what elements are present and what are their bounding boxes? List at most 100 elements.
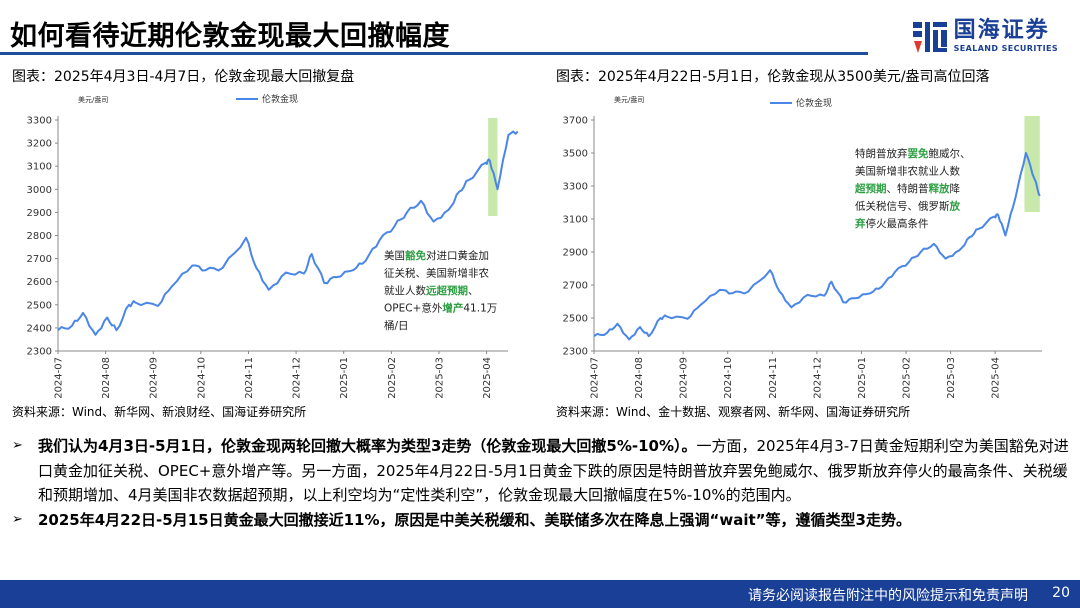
logo-english-name: SEALAND SECURITIES — [953, 44, 1058, 53]
x-tick-label: 2024-08 — [634, 357, 645, 399]
annotation-text: 美国 — [384, 249, 405, 262]
annotation-text: 就业人数 — [384, 284, 426, 297]
y-tick-label: 2500 — [563, 314, 588, 325]
page-number: 20 — [1052, 585, 1070, 601]
gold-price-series-line — [593, 152, 1041, 341]
x-tick-label: 2025-04 — [482, 357, 493, 399]
highlight-band — [1024, 116, 1040, 212]
annotation-highlight-text: 放 — [949, 200, 961, 213]
y-tick-label: 3300 — [563, 182, 588, 193]
annotation-highlight-text: 弃 — [854, 217, 866, 230]
y-tick-label: 2900 — [563, 248, 588, 259]
annotation-text: 、 — [468, 285, 479, 297]
left-figure-source: 资料来源：Wind、新华网、新浪财经、国海证券研究所 — [12, 405, 307, 419]
x-tick-label: 2025-01 — [857, 357, 868, 399]
annotation-highlight-text: 豁免 — [405, 249, 426, 262]
x-tick-label: 2025-02 — [387, 357, 398, 399]
x-tick-label: 2025-04 — [991, 357, 1002, 399]
annotation-line: OPEC+意外增产41.1万 — [384, 302, 497, 315]
annotation-line: 美国豁免对进口黄金加 — [384, 249, 489, 262]
footer-disclaimer: 请务必阅读报告附注中的风险提示和免责声明 — [748, 588, 1028, 604]
bullet-bold-text: 2025年4月22日-5月15日黄金最大回撤接近11%，原因是中美关税缓和、美联… — [38, 510, 911, 529]
event-annotation: 特朗普放弃罢免鲍威尔、美国新增非农就业人数超预期、特朗普释放降低关税信号、俄罗斯… — [854, 147, 971, 230]
right-figure-caption: 图表：2025年4月22日-5月1日，伦敦金现从3500美元/盎司高位回落 — [556, 69, 990, 85]
annotation-line: 就业人数远超预期、 — [384, 284, 479, 297]
annotation-highlight-text: 远超预期 — [426, 284, 468, 297]
left-gold-price-chart: 2300 2400 2500 2600 2700 2800 2900 3000 3100 3200… — [27, 93, 519, 399]
annotation-highlight-text: 超预期 — [854, 182, 887, 195]
y-tick-label: 2300 — [563, 347, 588, 358]
x-tick-label: 2024-12 — [292, 357, 303, 399]
annotation-line: 桶/日 — [384, 319, 409, 332]
x-tick-label: 2024-09 — [149, 357, 160, 399]
y-tick-label: 2300 — [27, 347, 52, 358]
annotation-text: 、特朗普 — [887, 182, 929, 195]
bullet-point: ➢ 2025年4月22日-5月15日黄金最大回撤接近11%，原因是中美关税缓和、… — [12, 508, 1076, 533]
legend-label: 伦敦金现 — [796, 97, 832, 109]
highlight-band — [488, 118, 498, 216]
annotation-highlight-text: 释放 — [929, 182, 950, 195]
x-tick-label: 2025-03 — [434, 357, 445, 399]
annotation-line: 征关税、美国新增非农 — [384, 267, 489, 280]
x-tick-label: 2024-11 — [768, 357, 779, 399]
y-tick-label: 3100 — [27, 162, 52, 173]
x-tick-label: 2025-02 — [902, 357, 913, 399]
bullet-point: ➢ 我们认为4月3日-5月1日，伦敦金现两轮回撤大概率为类型3走势（伦敦金现最大… — [12, 434, 1076, 508]
x-tick-label: 2024-07 — [590, 357, 601, 399]
annotation-text: 桶/日 — [384, 319, 409, 332]
annotation-text: 降 — [950, 182, 961, 195]
x-tick-label: 2024-10 — [196, 357, 207, 399]
y-tick-label: 2700 — [27, 254, 52, 265]
annotation-text: 低关税信号、俄罗斯 — [855, 200, 950, 213]
page-title: 如何看待近期伦敦金现最大回撤幅度 — [10, 21, 450, 52]
y-unit-label: 美元/盎司 — [78, 95, 108, 104]
x-tick-label: 2024-11 — [244, 357, 255, 399]
annotation-line: 弃停火最高条件 — [854, 217, 929, 230]
y-tick-label: 3100 — [563, 215, 588, 226]
y-tick-label: 3700 — [563, 116, 588, 127]
x-tick-label: 2024-07 — [54, 357, 65, 399]
y-tick-label: 3200 — [27, 139, 52, 150]
y-tick-label: 3000 — [27, 185, 52, 196]
arrow-bullet-icon: ➢ — [12, 511, 23, 527]
annotation-line: 低关税信号、俄罗斯放 — [855, 200, 961, 213]
bullet-text: 一方面，2025年4月3-7日黄金短期利空为美国豁免对进口黄金加征关税、OPEC… — [38, 437, 1069, 504]
annotation-text: OPEC+意外 — [384, 302, 443, 315]
header-rule — [0, 52, 868, 55]
annotation-text: 对进口黄金加 — [426, 249, 489, 262]
annotation-line: 超预期、特朗普释放降 — [854, 182, 961, 195]
x-tick-label: 2024-09 — [679, 357, 690, 399]
annotation-text: 停火最高条件 — [866, 217, 929, 230]
y-tick-label: 2500 — [27, 300, 52, 311]
x-tick-label: 2024-12 — [812, 357, 823, 399]
y-tick-label: 2600 — [27, 277, 52, 288]
annotation-highlight-text: 罢免 — [908, 147, 929, 160]
legend-label: 伦敦金现 — [262, 93, 298, 105]
annotation-line: 美国新增非农就业人数 — [855, 165, 960, 178]
right-figure-source: 资料来源：Wind、金十数据、观察者网、新华网、国海证券研究所 — [556, 405, 911, 419]
footer-bar: 请务必阅读报告附注中的风险提示和免责声明 20 — [0, 580, 1080, 608]
y-tick-label: 3500 — [563, 149, 588, 160]
x-tick-label: 2025-01 — [339, 357, 350, 399]
sealand-logo-icon — [912, 22, 947, 53]
y-tick-label: 2800 — [27, 231, 52, 242]
company-logo: 国海证券 SEALAND SECURITIES — [910, 17, 1058, 57]
right-gold-price-chart: 2300 2500 2700 2900 3100 3300 3500 3700 2024-07 2… — [563, 95, 1042, 399]
left-figure-caption: 图表：2025年4月3日-4月7日，伦敦金现最大回撤复盘 — [12, 69, 355, 85]
y-unit-label: 美元/盎司 — [614, 95, 644, 104]
annotation-text: 征关税、美国新增非农 — [384, 267, 489, 280]
annotation-text: 美国新增非农就业人数 — [855, 165, 960, 178]
arrow-bullet-icon: ➢ — [12, 438, 23, 453]
annotation-highlight-text: 增产 — [442, 302, 463, 315]
y-tick-label: 3300 — [27, 116, 52, 127]
x-tick-label: 2025-03 — [946, 357, 957, 399]
logo-chinese-name: 国海证券 — [953, 18, 1050, 43]
y-tick-label: 2700 — [563, 281, 588, 292]
annotation-line: 特朗普放弃罢免鲍威尔、 — [855, 147, 971, 160]
bullet-bold-text: 我们认为4月3日-5月1日，伦敦金现两轮回撤大概率为类型3走势（伦敦金现最大回撤… — [38, 437, 697, 455]
y-tick-label: 2400 — [27, 323, 52, 334]
annotation-text: 鲍威尔、 — [929, 147, 971, 160]
gold-price-series-line — [57, 130, 519, 336]
